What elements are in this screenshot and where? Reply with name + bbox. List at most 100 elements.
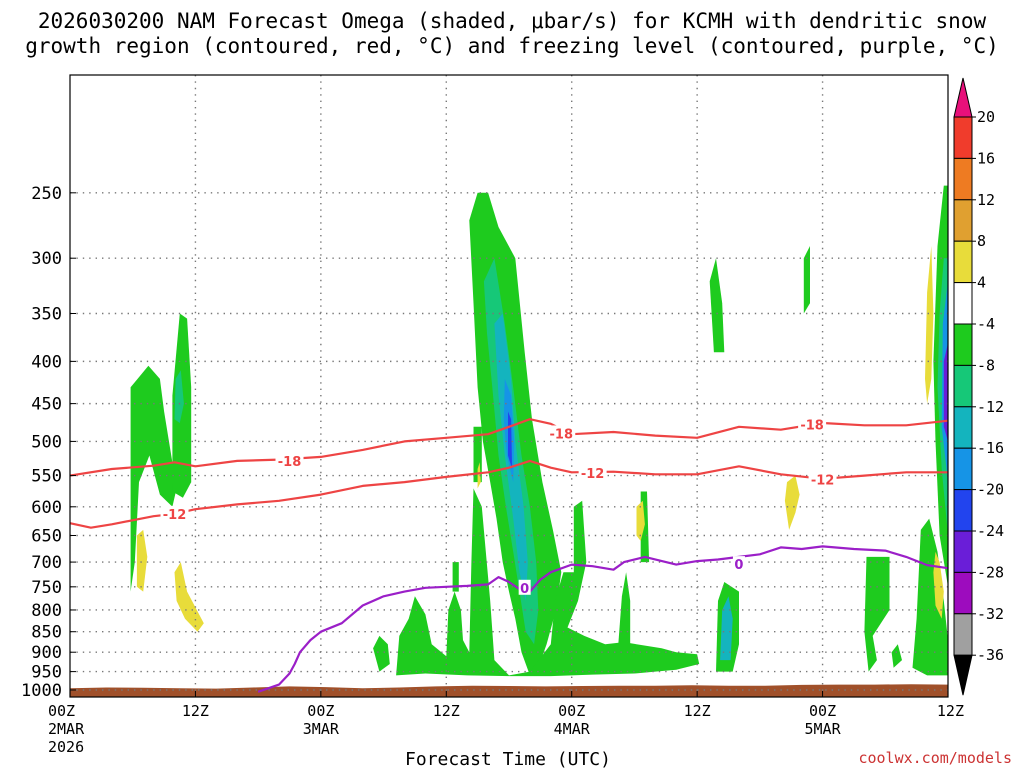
colorbar-swatch bbox=[953, 406, 973, 449]
omega-region-15 bbox=[720, 596, 733, 661]
omega-region-24 bbox=[943, 343, 948, 442]
terrain-fill bbox=[70, 684, 948, 697]
credit-text: coolwx.com/models bbox=[858, 749, 1012, 767]
colorbar-label: 8 bbox=[977, 232, 986, 250]
contour-label-bg bbox=[732, 556, 745, 572]
x-tick-label: 12Z bbox=[433, 702, 460, 720]
y-tick-label: 1000 bbox=[21, 681, 62, 701]
contour-label-bg bbox=[160, 505, 189, 521]
colorbar-label: 4 bbox=[977, 274, 986, 292]
colorbar-swatch bbox=[953, 157, 973, 201]
colorbar-label: -16 bbox=[977, 439, 1004, 457]
omega-region-31 bbox=[933, 551, 944, 619]
contour-label-bg bbox=[275, 452, 304, 468]
terrain-layer bbox=[70, 684, 948, 697]
omega-region-9 bbox=[373, 635, 390, 672]
x-axis-title: Forecast Time (UTC) bbox=[405, 749, 611, 768]
colorbar-label: -12 bbox=[977, 398, 1004, 416]
y-tick-label: 250 bbox=[31, 184, 62, 204]
contour-label: -12 bbox=[811, 473, 835, 488]
omega-region-16 bbox=[709, 258, 725, 353]
y-tick-label: 300 bbox=[31, 249, 62, 269]
omega-region-18 bbox=[864, 556, 890, 672]
contour-label-bg bbox=[518, 579, 531, 595]
contour-label: 0 bbox=[734, 558, 743, 573]
y-tick-label: 500 bbox=[31, 432, 62, 452]
x-tick-date: 5MAR bbox=[805, 720, 842, 738]
x-tick-label: 12Z bbox=[182, 702, 209, 720]
pressure-axis: 250 300 350 400 450 500 550 600 650 700 750 8008509… bbox=[21, 184, 76, 701]
colorbar-swatch bbox=[953, 489, 973, 532]
colorbar-swatch bbox=[953, 571, 973, 615]
y-tick-label: 600 bbox=[31, 498, 62, 518]
contour-label-bg bbox=[808, 471, 837, 487]
omega-region-10 bbox=[452, 562, 459, 592]
colorbar-label: 12 bbox=[977, 191, 995, 209]
colorbar-swatch bbox=[953, 323, 973, 366]
colorbar-swatch bbox=[953, 447, 973, 491]
colorbar-label: -8 bbox=[977, 356, 995, 374]
x-tick-label: 12Z bbox=[684, 702, 711, 720]
contour-label: 0 bbox=[520, 582, 529, 597]
contour-label: -12 bbox=[163, 508, 187, 523]
contour-label-bg bbox=[798, 416, 827, 432]
omega-region-29 bbox=[784, 475, 800, 530]
x-tick-label: 00Z bbox=[307, 702, 334, 720]
colorbar-label: -24 bbox=[977, 522, 1004, 540]
colorbar-label: -32 bbox=[977, 605, 1004, 623]
x-tick-label: 00Z bbox=[809, 702, 836, 720]
x-tick-date: 4MAR bbox=[554, 720, 591, 738]
y-tick-label: 650 bbox=[31, 527, 62, 547]
y-tick-label: 350 bbox=[31, 304, 62, 324]
x-tick-year: 2026 bbox=[48, 738, 84, 756]
contour-layer: -18 -18 -18 -12 -12 -12 0 0 bbox=[69, 416, 949, 693]
y-tick-label: 700 bbox=[31, 553, 62, 573]
grid-layer bbox=[70, 75, 948, 697]
contour-label: -18 bbox=[800, 419, 824, 434]
contour-label-bg bbox=[547, 425, 576, 441]
colorbar-swatch bbox=[953, 240, 973, 284]
chart-title-line1: 2026030200 NAM Forecast Omega (shaded, μ… bbox=[38, 9, 987, 33]
colorbar-label: 20 bbox=[977, 108, 995, 126]
omega-region-26 bbox=[174, 562, 204, 632]
y-tick-label: 900 bbox=[31, 643, 62, 663]
colorbar-swatch bbox=[953, 282, 973, 325]
colorbar-swatch bbox=[953, 364, 973, 408]
omega-region-30 bbox=[925, 246, 934, 404]
contour-label: -18 bbox=[278, 455, 302, 470]
colorbar-swatch bbox=[953, 530, 973, 573]
y-tick-label: 550 bbox=[31, 467, 62, 487]
colorbar-label: 16 bbox=[977, 149, 995, 167]
colorbar-bottom-arrow bbox=[953, 654, 973, 696]
y-tick-label: 450 bbox=[31, 395, 62, 415]
x-tick-date: 3MAR bbox=[303, 720, 340, 738]
colorbar-label: -20 bbox=[977, 481, 1004, 499]
colorbar-swatch bbox=[953, 613, 973, 656]
omega-region-12 bbox=[617, 572, 631, 653]
y-tick-label: 800 bbox=[31, 601, 62, 621]
contour-label: -18 bbox=[550, 427, 574, 442]
contour-line-0 bbox=[69, 418, 949, 477]
contour-label-bg bbox=[578, 464, 607, 480]
omega-region-28 bbox=[636, 500, 645, 541]
omega-shading-layer bbox=[130, 185, 948, 677]
omega-region-2 bbox=[174, 370, 184, 423]
omega-region-20 bbox=[912, 518, 948, 676]
y-tick-label: 400 bbox=[31, 352, 62, 372]
omega-region-17 bbox=[803, 246, 810, 314]
chart-title-line2: growth region (contoured, red, °C) and f… bbox=[25, 34, 999, 58]
x-tick-label: 00Z bbox=[48, 702, 75, 720]
colorbar-swatch bbox=[953, 199, 973, 242]
colorbar-top-arrow bbox=[953, 77, 973, 118]
x-tick-label: 00Z bbox=[558, 702, 585, 720]
omega-region-19 bbox=[891, 644, 902, 668]
x-tick-label: 12Z bbox=[937, 702, 964, 720]
contour-line-2 bbox=[257, 545, 949, 693]
y-tick-label: 850 bbox=[31, 623, 62, 643]
omega-region-8 bbox=[396, 488, 700, 677]
y-tick-label: 750 bbox=[31, 578, 62, 598]
colorbar-label: -36 bbox=[977, 646, 1004, 664]
omega-region-0 bbox=[130, 365, 177, 592]
